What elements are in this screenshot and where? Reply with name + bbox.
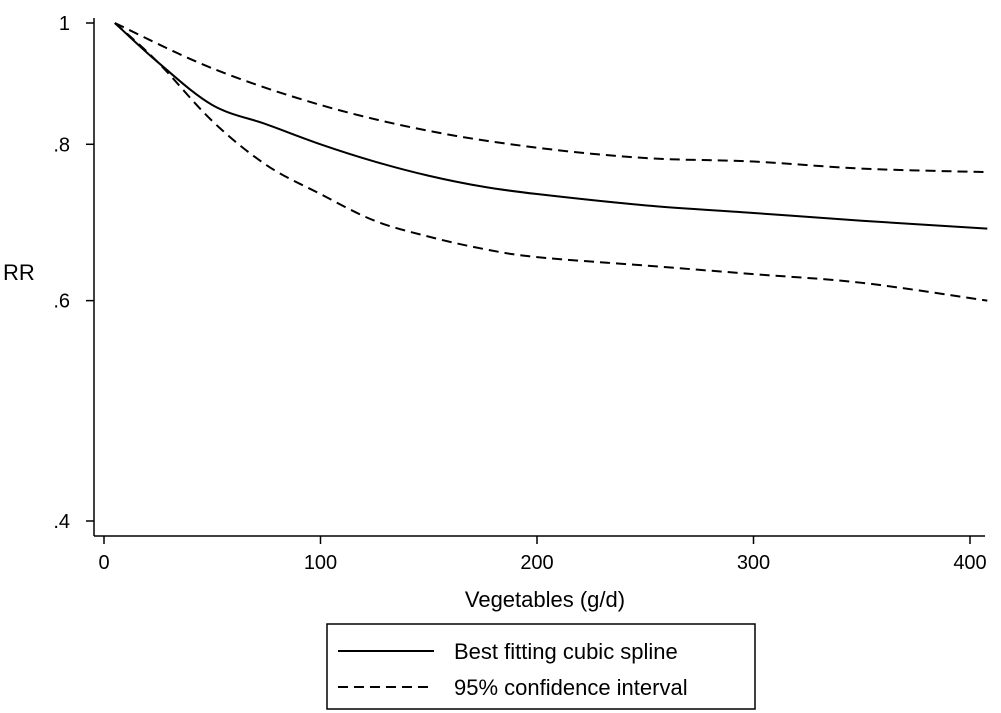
y-axis-label: RR: [3, 260, 35, 285]
y-tick-label: .4: [53, 511, 70, 533]
y-ticks: .4 .6 .8 1: [53, 13, 94, 533]
y-tick-label: .6: [53, 291, 70, 313]
x-ticks: 0 100 200 300 400: [98, 536, 987, 574]
series-layer: [114, 22, 988, 302]
x-axis-label: Vegetables (g/d): [465, 587, 625, 612]
y-tick-label: .8: [53, 134, 70, 156]
x-tick-label: 100: [304, 552, 337, 574]
x-tick-label: 0: [98, 552, 109, 574]
y-tick-label: 1: [59, 13, 70, 35]
legend-label-ci: 95% confidence interval: [454, 675, 688, 700]
x-tick-label: 300: [737, 552, 770, 574]
legend-label-spline: Best fitting cubic spline: [454, 639, 678, 664]
legend: Best fitting cubic spline 95% confidence…: [326, 623, 756, 710]
legend-box: [326, 623, 756, 710]
x-tick-label: 400: [953, 552, 986, 574]
series-line-spline: [114, 22, 988, 230]
series-line-ci-lower: [114, 22, 988, 302]
series-line-ci-upper: [114, 22, 988, 174]
x-tick-label: 200: [520, 552, 553, 574]
